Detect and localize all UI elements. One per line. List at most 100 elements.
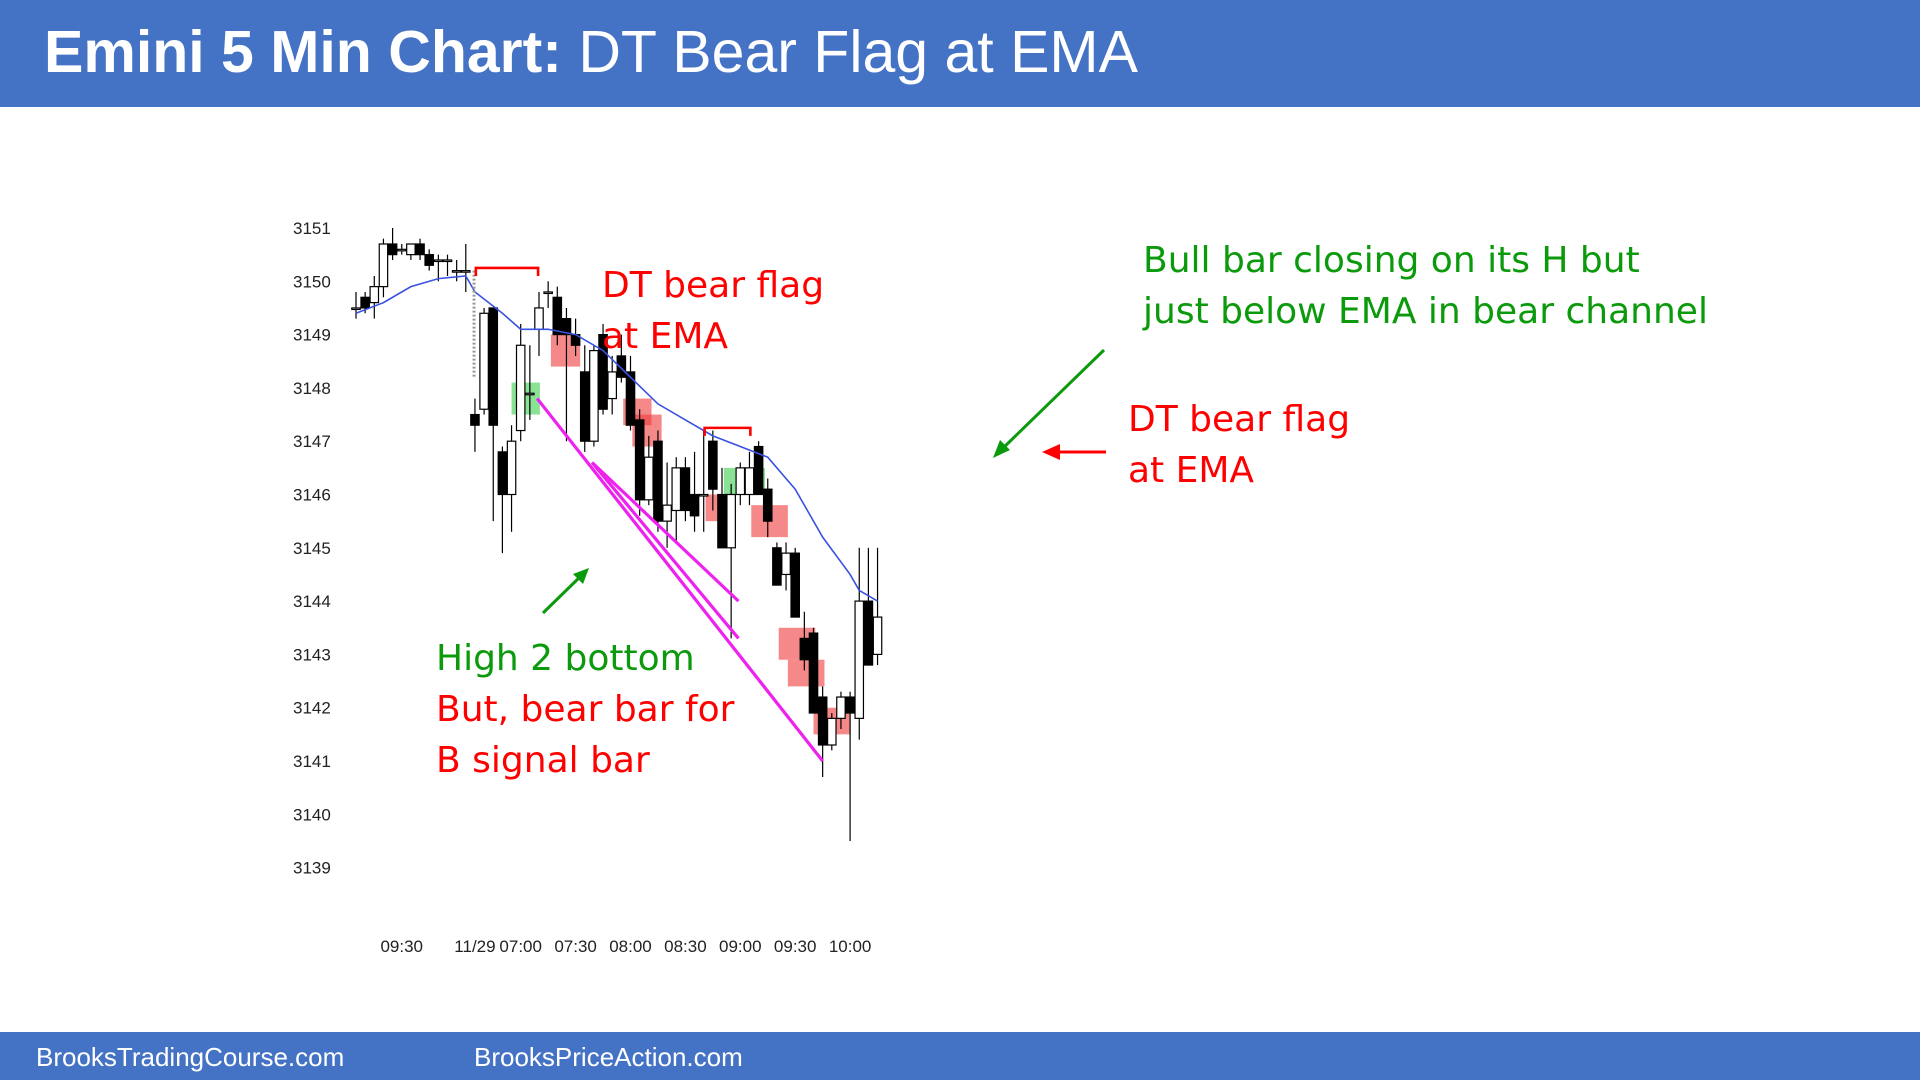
candle-body-bear bbox=[488, 307, 499, 426]
y-tick-label: 3148 bbox=[293, 379, 331, 398]
arrow-dt-bear-flag-head bbox=[1042, 444, 1060, 460]
candle-body-bull bbox=[836, 696, 846, 719]
footer-bar: BrooksTradingCourse.com BrooksPriceActio… bbox=[0, 1032, 1920, 1080]
footer-link-brookstradingcourse[interactable]: BrooksTradingCourse.com bbox=[36, 1042, 345, 1072]
candle-39 bbox=[708, 430, 718, 511]
candle-50 bbox=[808, 627, 819, 714]
x-tick-label: 08:00 bbox=[609, 937, 652, 956]
candle-6 bbox=[406, 243, 416, 260]
candle-body-bull bbox=[671, 467, 682, 512]
annotation-high-2-bottom: High 2 bottom bbox=[436, 638, 695, 679]
candle-17 bbox=[506, 425, 517, 532]
candle-40 bbox=[717, 467, 727, 549]
candle-body-bull bbox=[744, 467, 755, 496]
candle-body-bear bbox=[625, 371, 636, 426]
candle-45 bbox=[762, 478, 773, 538]
candle-body-bull bbox=[826, 717, 837, 746]
candle-body-bear bbox=[808, 632, 819, 714]
y-tick-label: 3151 bbox=[293, 219, 331, 238]
candle-46 bbox=[772, 542, 782, 586]
candle-body-bear bbox=[753, 445, 764, 496]
candle-20 bbox=[534, 291, 544, 356]
candle-body-bear bbox=[424, 254, 434, 266]
y-tick-label: 3150 bbox=[293, 272, 331, 291]
candle-3 bbox=[378, 238, 389, 298]
arrow-high-2-bottom-head bbox=[573, 568, 589, 584]
y-tick-label: 3139 bbox=[293, 859, 331, 878]
candle-44 bbox=[753, 441, 764, 496]
candle-body-bull bbox=[378, 243, 389, 288]
candle-body-bull bbox=[406, 243, 416, 256]
arrow-bull-bar bbox=[998, 348, 1106, 453]
candle-body-bull bbox=[506, 440, 517, 496]
candle-body-bull bbox=[525, 392, 535, 396]
candle-19 bbox=[525, 345, 535, 420]
y-tick-label: 3147 bbox=[293, 432, 331, 451]
candle-23 bbox=[561, 307, 572, 442]
candle-body-bull bbox=[451, 270, 462, 273]
y-tick-label: 3149 bbox=[293, 326, 331, 345]
candle-body-bear bbox=[561, 318, 572, 336]
candle-15 bbox=[488, 307, 499, 522]
x-tick-label: 09:00 bbox=[719, 937, 762, 956]
candle-body-bear bbox=[863, 600, 874, 666]
candle-body-bull bbox=[662, 504, 672, 522]
annotation-dt-bear-flag-top: DT bear flag at EMA bbox=[602, 265, 824, 357]
candle-27 bbox=[598, 323, 608, 415]
candle-body-bull bbox=[433, 259, 444, 263]
candle-body-bear bbox=[634, 419, 645, 501]
candle-8 bbox=[424, 249, 434, 271]
candle-26 bbox=[589, 345, 599, 447]
candle-body-bear bbox=[360, 296, 370, 309]
double-top-line-0 bbox=[474, 266, 540, 276]
candle-body-bear bbox=[817, 696, 828, 746]
candle-body-bull bbox=[534, 307, 544, 330]
y-tick-label: 3142 bbox=[293, 699, 331, 718]
candle-body-bear bbox=[497, 451, 508, 496]
candle-body-bear bbox=[708, 440, 718, 490]
y-tick-label: 3141 bbox=[293, 752, 331, 771]
double-top-line-1 bbox=[703, 426, 752, 436]
candle-body-bear bbox=[552, 296, 563, 336]
candle-body-bear bbox=[762, 488, 773, 522]
candle-body-bull bbox=[515, 344, 526, 432]
candle-body-bull bbox=[854, 600, 865, 719]
bear-zone-6 bbox=[787, 659, 825, 687]
candle-body-bull bbox=[872, 616, 883, 655]
x-tick-label: 09:30 bbox=[380, 937, 423, 956]
candle-52 bbox=[826, 713, 837, 751]
candle-body-bear bbox=[415, 243, 425, 256]
candle-7 bbox=[415, 238, 425, 260]
candle-37 bbox=[689, 451, 700, 532]
candle-49 bbox=[799, 611, 810, 671]
candle-4 bbox=[387, 228, 398, 260]
y-tick-label: 3146 bbox=[293, 486, 331, 505]
candle-2 bbox=[369, 275, 380, 319]
footer-link-brookspriceaction[interactable]: BrooksPriceAction.com bbox=[474, 1042, 743, 1072]
price-chart: 3139 3140 3141 3142 3143 3144 3145 3146 3147 3148… bbox=[293, 219, 1708, 956]
bear-trend-line-1 bbox=[590, 461, 740, 603]
candle-53 bbox=[836, 691, 846, 730]
candle-38 bbox=[698, 430, 709, 532]
bear-trend-line-0 bbox=[535, 397, 824, 762]
bear-trend-line-2 bbox=[590, 461, 740, 640]
candle-32 bbox=[643, 435, 654, 506]
candle-11 bbox=[451, 259, 462, 282]
candle-body-bull bbox=[442, 259, 453, 263]
candle-30 bbox=[625, 355, 636, 431]
candle-body-bull bbox=[479, 312, 489, 410]
candle-36 bbox=[680, 457, 691, 522]
x-tick-label: 07:30 bbox=[554, 937, 597, 956]
candle-body-bear bbox=[579, 371, 590, 442]
candle-57 bbox=[872, 547, 883, 666]
candle-48 bbox=[790, 547, 800, 618]
candle-33 bbox=[653, 430, 663, 532]
candle-body-bear bbox=[799, 637, 810, 661]
annotation-bear-signal-bar: But, bear bar for B signal bar bbox=[436, 689, 735, 781]
title-bar: Emini 5 Min Chart: DT Bear Flag at EMA bbox=[0, 0, 1920, 107]
annotation-dt-bear-flag-right: DT bear flag at EMA bbox=[1128, 399, 1350, 491]
candle-body-bear bbox=[790, 552, 800, 618]
arrow-bull-bar-head bbox=[993, 440, 1010, 458]
candle-body-bear bbox=[470, 413, 480, 426]
x-tick-label: 11/29 bbox=[454, 937, 495, 956]
